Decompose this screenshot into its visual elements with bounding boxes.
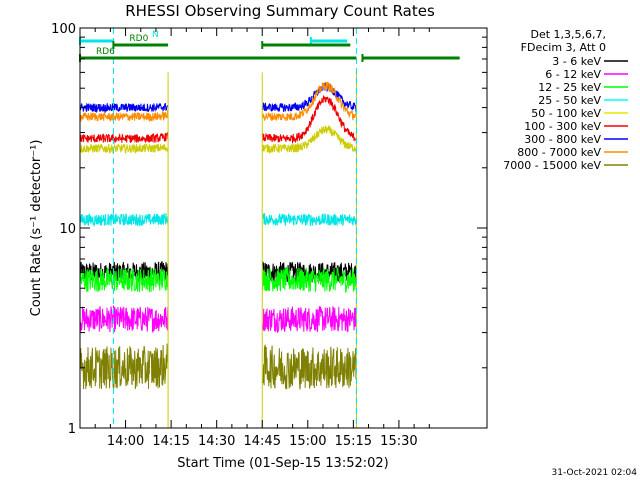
series-6-segment [262, 82, 357, 113]
legend-entry-5-label: 100 - 300 keV [524, 120, 601, 133]
series-5-trace [79, 95, 357, 145]
series-6-segment [79, 102, 169, 114]
series-5-segment [262, 95, 357, 145]
plot-area: N RD0 RD6 [79, 28, 460, 428]
y-tick-label-0: 1 [68, 422, 76, 437]
series-6-trace [79, 82, 357, 114]
series-8-segment [79, 343, 169, 390]
render-timestamp: 31-Oct-2021 02:04 [552, 468, 638, 478]
x-tick-label-1: 14:15 [152, 434, 189, 449]
series-7-trace [79, 81, 357, 123]
legend-entry-1-label: 6 - 12 keV [545, 68, 601, 81]
legend-entry-6-label: 300 - 800 keV [524, 133, 601, 146]
series-1-segment [262, 305, 357, 334]
series-4-segment [79, 142, 169, 154]
x-tick-label-4: 15:00 [289, 434, 326, 449]
series-7-segment [79, 109, 169, 123]
legend-entry-7-label: 800 - 7000 keV [517, 146, 601, 159]
series-2-segment [262, 265, 357, 293]
series-1-trace [79, 304, 357, 334]
legend-header-line-2: FDecim 3, Att 0 [521, 41, 606, 54]
series-5-segment [79, 132, 169, 144]
flag-2-label: RD6 [96, 47, 115, 57]
legend: Det 1,3,5,6,7, FDecim 3, Att 0 3 - 6 keV… [503, 28, 628, 172]
legend-header-line-1: Det 1,3,5,6,7, [530, 28, 606, 41]
series-8-trace [79, 343, 357, 390]
x-tick-label-3: 14:45 [244, 434, 281, 449]
y-axis: 1 10 100 [51, 22, 487, 437]
legend-entry-4-label: 50 - 100 keV [531, 107, 601, 120]
series-3-segment [262, 213, 357, 227]
series-3-trace [79, 212, 357, 228]
x-axis: 14:00 14:15 14:30 14:45 15:00 15:15 15:30 [94, 28, 430, 449]
y-axis-label: Count Rate (s⁻¹ detector⁻¹) [29, 140, 44, 317]
flag-1: RD0 [112, 34, 351, 49]
series-8-segment [262, 344, 357, 390]
flag-1-label: RD0 [129, 34, 148, 44]
x-tick-label-0: 14:00 [107, 434, 144, 449]
chart-title: RHESSI Observing Summary Count Rates [125, 2, 435, 20]
x-axis-label: Start Time (01-Sep-15 13:52:02) [177, 456, 388, 471]
series-7-segment [262, 81, 357, 122]
y-tick-label-1: 10 [59, 222, 76, 237]
legend-entry-3-label: 25 - 50 keV [538, 94, 601, 107]
legend-entry-8-label: 7000 - 15000 keV [503, 159, 601, 172]
flag-0-label: N [152, 30, 159, 40]
series-3-segment [79, 212, 169, 228]
series-4-segment [262, 125, 357, 155]
x-tick-label-5: 15:15 [335, 434, 372, 449]
x-tick-label-6: 15:30 [380, 434, 417, 449]
x-tick-label-2: 14:30 [198, 434, 235, 449]
series-1-segment [79, 304, 169, 333]
legend-entry-0-label: 3 - 6 keV [552, 55, 601, 68]
y-tick-label-2: 100 [51, 22, 76, 37]
legend-entry-2-label: 12 - 25 keV [538, 81, 601, 94]
series-4-trace [79, 125, 357, 155]
series-2-trace [79, 265, 357, 293]
series-2-segment [79, 266, 169, 293]
